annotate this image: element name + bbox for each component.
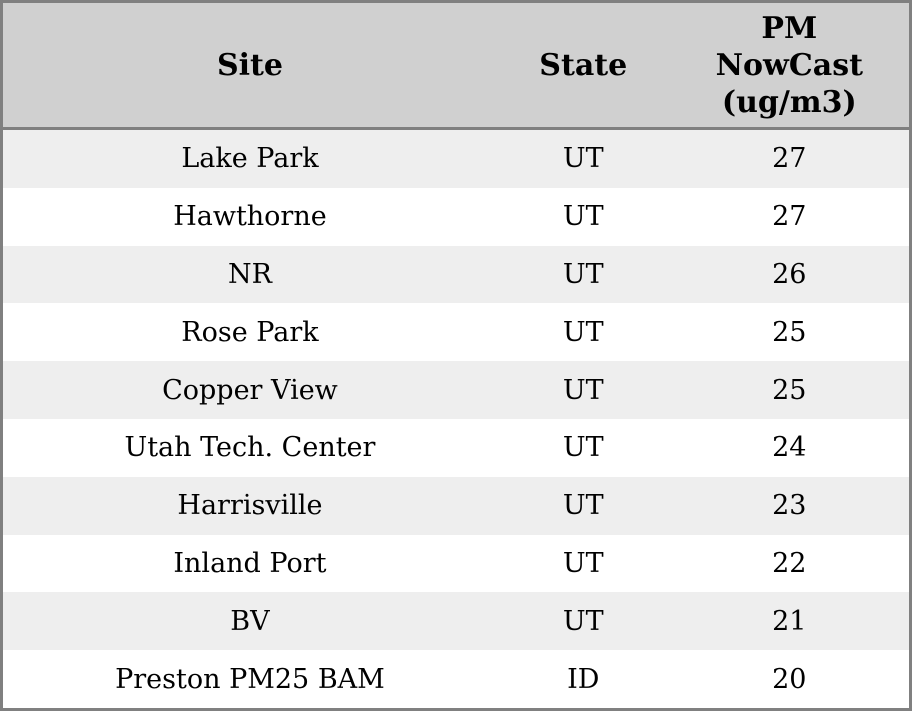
state-cell: UT bbox=[562, 432, 604, 464]
table-body: Lake Park UT 27 Hawthorne UT 27 NR UT 26… bbox=[1, 128, 911, 710]
pm-nowcast-header-label: PM NowCast (ug/m3) bbox=[715, 10, 863, 120]
state-cell: UT bbox=[562, 201, 604, 233]
site-cell: Rose Park bbox=[181, 316, 319, 348]
table-row: NR UT 26 bbox=[1, 245, 911, 304]
table-row: Preston PM25 BAM ID 20 bbox=[1, 650, 911, 710]
pm-nowcast-cell: 21 bbox=[772, 605, 807, 637]
pm-nowcast-cell: 25 bbox=[772, 374, 807, 406]
table-row: Harrisville UT 23 bbox=[1, 476, 911, 535]
state-cell: UT bbox=[562, 605, 604, 637]
pm-nowcast-cell: 20 bbox=[772, 663, 807, 695]
site-cell: NR bbox=[227, 258, 272, 290]
site-cell: Hawthorne bbox=[173, 201, 327, 233]
table-row: Hawthorne UT 27 bbox=[1, 187, 911, 246]
table-row: Copper View UT 25 bbox=[1, 361, 911, 419]
site-cell: Preston PM25 BAM bbox=[115, 663, 385, 695]
pm-nowcast-cell: 24 bbox=[772, 432, 807, 464]
pm-nowcast-cell: 27 bbox=[772, 201, 807, 233]
pm-nowcast-cell: 22 bbox=[772, 547, 807, 579]
pm-nowcast-cell: 27 bbox=[772, 143, 807, 175]
table-row: Rose Park UT 25 bbox=[1, 303, 911, 362]
site-cell: Utah Tech. Center bbox=[124, 432, 376, 464]
state-cell: ID bbox=[567, 663, 600, 695]
column-header-state: State bbox=[496, 1, 670, 130]
site-cell: Inland Port bbox=[173, 547, 327, 579]
header-row: Site State PM NowCast (ug/m3) bbox=[1, 1, 911, 130]
site-cell: BV bbox=[230, 605, 270, 637]
state-cell: UT bbox=[562, 547, 604, 579]
state-cell: UT bbox=[562, 374, 604, 406]
table-row: Utah Tech. Center UT 24 bbox=[1, 418, 911, 477]
table-row: BV UT 21 bbox=[1, 592, 911, 651]
site-cell: Harrisville bbox=[177, 490, 323, 522]
table-header: Site State PM NowCast (ug/m3) bbox=[1, 1, 911, 130]
state-cell: UT bbox=[562, 490, 604, 522]
column-header-pm-nowcast: PM NowCast (ug/m3) bbox=[669, 1, 911, 130]
state-cell: UT bbox=[562, 316, 604, 348]
pm-nowcast-cell: 23 bbox=[772, 490, 807, 522]
column-header-site: Site bbox=[1, 1, 497, 130]
pm-nowcast-cell: 26 bbox=[772, 258, 807, 290]
site-cell: Lake Park bbox=[181, 143, 319, 175]
table-row: Lake Park UT 27 bbox=[1, 128, 911, 188]
state-cell: UT bbox=[562, 143, 604, 175]
site-cell: Copper View bbox=[162, 374, 338, 406]
table-row: Inland Port UT 22 bbox=[1, 534, 911, 593]
pm-nowcast-cell: 25 bbox=[772, 316, 807, 348]
state-cell: UT bbox=[562, 258, 604, 290]
